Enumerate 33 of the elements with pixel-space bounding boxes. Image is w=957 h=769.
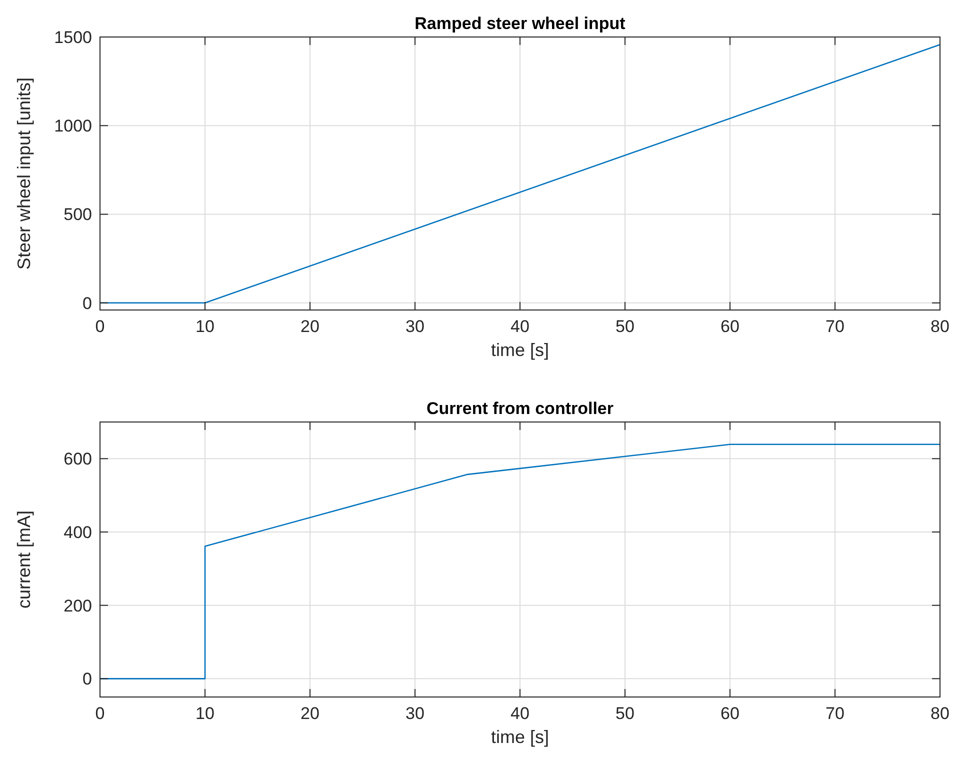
x-tick-label: 20 — [300, 317, 320, 336]
y-tick-label: 400 — [64, 522, 92, 542]
x-tick-label: 80 — [930, 704, 950, 723]
x-axis-title: time [s] — [490, 340, 550, 360]
x-tick-label: 60 — [720, 317, 740, 336]
x-tick-label: 40 — [510, 317, 530, 336]
x-tick-label: 70 — [826, 704, 844, 723]
y-axis-title: Steer wheel input [units] — [14, 77, 34, 270]
x-tick-label: 40 — [510, 704, 530, 723]
x-tick-label: 30 — [406, 704, 424, 723]
y-tick-label: 0 — [82, 670, 92, 689]
y-tick-label: 600 — [64, 450, 92, 469]
x-tick-label: 20 — [300, 704, 320, 723]
x-tick-label: 0 — [95, 704, 105, 723]
x-tick-label: 10 — [196, 317, 214, 336]
x-tick-label: 50 — [616, 317, 634, 336]
x-tick-label: 50 — [616, 704, 634, 723]
x-tick-label: 10 — [196, 704, 214, 723]
y-tick-label: 0 — [82, 294, 92, 313]
x-tick-label: 30 — [406, 317, 424, 336]
x-axis-title: time [s] — [490, 727, 550, 747]
y-tick-label: 500 — [64, 205, 92, 224]
y-axis-title: current [mA] — [14, 510, 34, 609]
y-tick-label: 1500 — [54, 28, 92, 47]
x-tick-label: 70 — [826, 317, 844, 336]
chart-title: Current from controller — [426, 399, 614, 418]
line-series — [99, 444, 941, 680]
y-tick-label: 200 — [64, 596, 92, 616]
chart-title: Ramped steer wheel input — [414, 14, 626, 33]
y-tick-label: 1000 — [54, 116, 92, 136]
x-tick-label: 0 — [95, 317, 105, 336]
x-tick-label: 60 — [720, 704, 740, 723]
x-tick-label: 80 — [930, 317, 950, 336]
